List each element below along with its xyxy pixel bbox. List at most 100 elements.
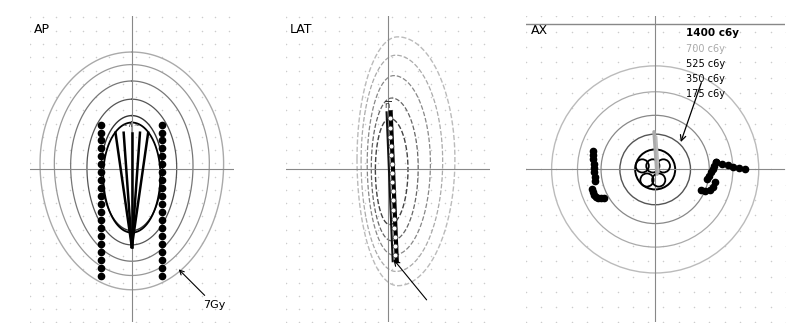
Point — [491, 134, 504, 139]
Point — [478, 134, 491, 139]
Point — [103, 293, 116, 298]
Point — [156, 41, 168, 47]
Point — [764, 213, 777, 218]
Point — [491, 108, 504, 113]
Point — [779, 75, 787, 80]
Point — [749, 29, 762, 34]
Point — [672, 90, 685, 95]
Point — [611, 243, 624, 248]
Point — [412, 227, 424, 232]
Point — [235, 161, 248, 166]
Point — [223, 307, 235, 312]
Point — [733, 304, 746, 310]
Point — [465, 81, 478, 87]
Point — [90, 108, 102, 113]
Point — [386, 253, 398, 259]
Point — [332, 320, 345, 325]
Point — [116, 2, 129, 7]
Point — [130, 214, 142, 219]
Point — [534, 90, 547, 95]
Point — [209, 280, 222, 285]
Point — [183, 94, 195, 100]
Point — [386, 320, 398, 325]
Point — [478, 187, 491, 192]
Point — [279, 320, 292, 325]
Point — [279, 200, 292, 206]
Point — [319, 240, 331, 245]
Point — [749, 106, 762, 111]
Point — [196, 227, 209, 232]
Point — [657, 197, 670, 203]
Point — [491, 200, 504, 206]
Point — [581, 44, 593, 50]
Point — [293, 174, 305, 179]
Point — [332, 94, 345, 100]
Point — [76, 55, 89, 60]
Point — [749, 60, 762, 65]
Point — [452, 68, 464, 73]
Point — [657, 29, 670, 34]
Point — [196, 187, 209, 192]
Point — [24, 200, 36, 206]
Point — [235, 307, 248, 312]
Point — [372, 227, 385, 232]
Point — [764, 106, 777, 111]
Point — [24, 293, 36, 298]
Point — [688, 274, 700, 279]
Point — [779, 106, 787, 111]
Point — [581, 213, 593, 218]
Point — [465, 68, 478, 73]
Point — [611, 274, 624, 279]
Point — [63, 68, 76, 73]
Point — [425, 28, 438, 33]
Point — [345, 253, 358, 259]
Point — [306, 227, 319, 232]
Point — [306, 121, 319, 126]
Point — [596, 151, 608, 157]
Point — [156, 55, 168, 60]
Point — [345, 2, 358, 7]
Point — [90, 174, 102, 179]
Point — [332, 227, 345, 232]
Point — [478, 227, 491, 232]
Point — [425, 147, 438, 153]
Point — [642, 121, 655, 126]
Point — [565, 213, 578, 218]
Point — [452, 280, 464, 285]
Point — [345, 240, 358, 245]
Point — [386, 147, 398, 153]
Point — [156, 81, 168, 87]
Point — [50, 161, 63, 166]
Point — [733, 60, 746, 65]
Point — [688, 29, 700, 34]
Point — [703, 289, 715, 294]
Point — [642, 320, 655, 325]
Point — [519, 44, 532, 50]
Point — [550, 151, 563, 157]
Point — [37, 81, 50, 87]
Point — [306, 200, 319, 206]
Point — [779, 136, 787, 141]
Point — [169, 293, 182, 298]
Point — [63, 174, 76, 179]
Point — [293, 320, 305, 325]
Point — [372, 147, 385, 153]
Point — [183, 267, 195, 272]
Point — [306, 267, 319, 272]
Point — [465, 94, 478, 100]
Point — [183, 320, 195, 325]
Point — [332, 68, 345, 73]
Point — [425, 293, 438, 298]
Point — [332, 253, 345, 259]
Point — [438, 2, 451, 7]
Point — [116, 15, 129, 20]
Point — [565, 320, 578, 325]
Point — [209, 174, 222, 179]
Point — [611, 14, 624, 19]
Point — [534, 320, 547, 325]
Point — [319, 2, 331, 7]
Point — [209, 187, 222, 192]
Point — [156, 240, 168, 245]
Point — [103, 161, 116, 166]
Point — [438, 94, 451, 100]
